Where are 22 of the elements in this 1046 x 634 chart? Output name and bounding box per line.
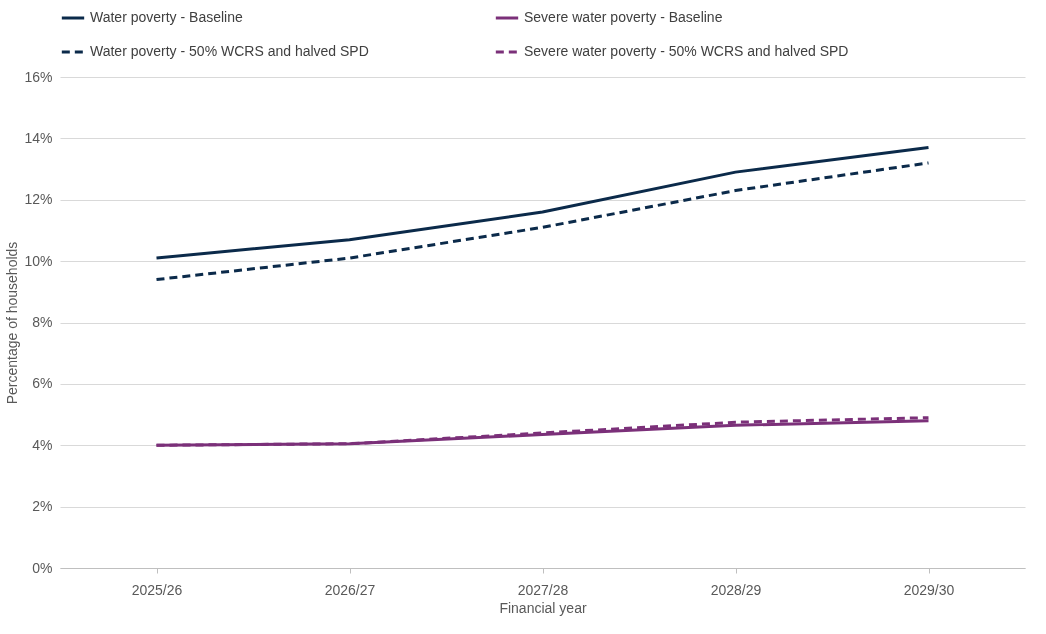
x-tick-label: 2025/26 [131,581,183,598]
x-tick-label: 2028/29 [710,581,762,598]
y-tick-label: 6% [32,375,53,392]
y-tick-label: 4% [32,436,53,453]
y-tick-label: 2% [32,498,53,515]
y-tick-label: 16% [24,68,53,85]
legend-label: Severe water poverty - 50% WCRS and halved SPD [524,43,849,59]
x-tick-label: 2027/28 [517,581,569,598]
line-series [155,146,930,260]
y-tick-label: 10% [24,252,53,269]
y-axis-title: Percentage of households [4,241,21,405]
line-series [155,161,930,282]
legend-label: Severe water poverty - Baseline [524,9,723,25]
legend-label: Water poverty - 50% WCRS and halved SPD [90,43,369,59]
y-tick-label: 12% [24,191,53,208]
x-axis-title: Financial year [499,599,587,616]
y-tick-label: 8% [32,314,53,330]
legend-label: Water poverty - Baseline [90,9,243,25]
x-tick-label: 2029/30 [903,581,955,598]
y-tick-label: 0% [32,559,53,576]
y-tick-label: 14% [24,129,53,146]
x-tick-label: 2026/27 [324,581,376,598]
